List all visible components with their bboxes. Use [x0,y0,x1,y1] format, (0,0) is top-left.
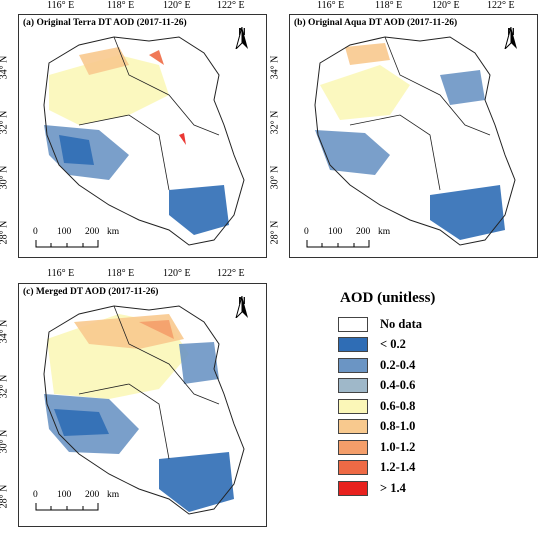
legend-label: > 1.4 [380,480,406,495]
lat-tick-label: 28° N [269,220,281,245]
legend-swatch [338,439,368,455]
legend-label: No data [380,316,423,331]
north-arrow: N [235,296,249,318]
lon-tick-label: 122° E [217,0,245,11]
lon-tick-label: 118° E [107,268,135,279]
lon-tick-label: 118° E [375,0,403,11]
legend-label: 1.0-1.2 [380,439,416,454]
lon-tick-label: 120° E [432,0,460,11]
legend-swatch [338,316,368,332]
lat-tick-label: 30° N [269,165,281,190]
scale-bar: 0 100 200 km [304,227,424,251]
legend-item: 1.0-1.2 [338,437,538,458]
legend-item: 1.2-1.4 [338,458,538,479]
legend-item: 0.8-1.0 [338,417,538,438]
legend-item: 0.6-0.8 [338,396,538,417]
map-panel-merged: (c) Merged DT AOD (2017-11-26) N 0 100 2… [18,283,267,527]
lon-tick-label: 116° E [47,0,75,11]
map-region [43,36,245,246]
north-arrow: N [504,27,518,49]
lon-tick-label: 118° E [107,0,135,11]
lat-tick-label: 34° N [269,55,281,80]
map-region [314,36,516,246]
panel-title: (a) Original Terra DT AOD (2017-11-26) [23,18,187,28]
lat-tick-label: 30° N [0,430,10,454]
lat-tick-label: 28° N [0,485,10,509]
map-panel-terra: (a) Original Terra DT AOD (2017-11-26) N… [18,14,267,258]
lon-tick-label: 122° E [217,268,245,279]
lon-tick-label: 120° E [163,268,191,279]
legend-label: 0.4-0.6 [380,378,416,393]
panel-title: (c) Merged DT AOD (2017-11-26) [23,287,159,297]
lat-tick-label: 32° N [269,110,281,135]
map-panel-aqua: (b) Original Aqua DT AOD (2017-11-26) N … [289,14,538,258]
legend-title: AOD (unitless) [340,290,436,306]
legend-label: < 0.2 [380,337,406,352]
north-arrow: N [235,27,249,49]
lat-tick-label: 32° N [0,375,10,399]
legend-swatch [338,480,368,496]
legend-item: > 1.4 [338,478,538,499]
legend-swatch [338,357,368,373]
legend-swatch [338,398,368,414]
legend-label: 0.8-1.0 [380,419,416,434]
map-region [43,305,245,515]
lat-tick-label: 34° N [0,320,10,344]
legend-label: 0.6-0.8 [380,398,416,413]
lat-tick-label: 34° N [0,56,10,80]
legend-item: < 0.2 [338,335,538,356]
panel-title: (b) Original Aqua DT AOD (2017-11-26) [294,18,458,28]
legend-item: 0.4-0.6 [338,376,538,397]
legend-swatch [338,460,368,476]
lon-tick-label: 116° E [47,268,75,279]
lon-tick-label: 116° E [317,0,345,11]
legend: AOD (unitless) No data < 0.2 0.2-0.4 0.4-0.… [338,290,538,499]
legend-swatch [338,378,368,394]
legend-swatch [338,337,368,353]
legend-label: 0.2-0.4 [380,357,416,372]
scale-bar: 0 100 200 km [33,227,153,251]
legend-label: 1.2-1.4 [380,460,416,475]
lat-tick-label: 28° N [0,221,10,245]
legend-item: No data [338,314,538,335]
lon-tick-label: 120° E [163,0,191,11]
legend-swatch [338,419,368,435]
lat-tick-label: 30° N [0,166,10,190]
lat-tick-label: 32° N [0,111,10,135]
lon-tick-label: 122° E [487,0,515,11]
legend-item: 0.2-0.4 [338,355,538,376]
scale-bar: 0 100 200 km [33,490,153,514]
